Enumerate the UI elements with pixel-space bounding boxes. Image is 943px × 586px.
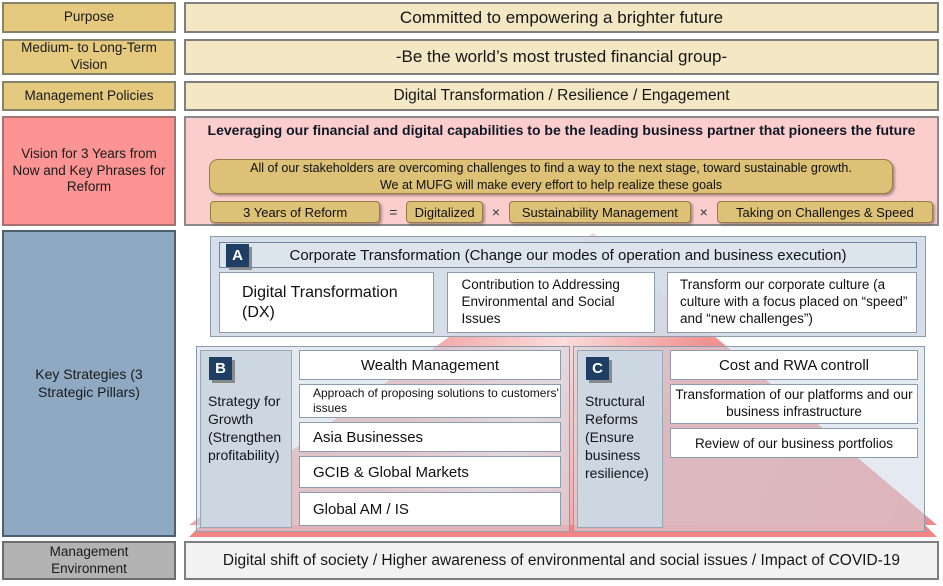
- formula-3-years-of-reform: 3 Years of Reform: [210, 201, 381, 223]
- section-c-boxes: Cost and RWA controll Transformation of …: [670, 350, 918, 458]
- label-management-policies: Management Policies: [2, 81, 176, 111]
- vision-panel: Leveraging our financial and digital cap…: [184, 116, 939, 226]
- times-sign: ×: [491, 204, 501, 220]
- box-proposing-solutions: Approach of proposing solutions to custo…: [299, 384, 561, 418]
- box-gcib-global-markets: GCIB & Global Markets: [299, 456, 561, 488]
- label-key-strategies: Key Strategies (3 Strategic Pillars): [2, 230, 176, 537]
- equals-sign: =: [389, 204, 398, 220]
- label-vision-3-years: Vision for 3 Years from Now and Key Phra…: [2, 116, 176, 226]
- box-global-am-is: Global AM / IS: [299, 492, 561, 526]
- key-strategies-panel: A Corporate Transformation (Change our m…: [184, 230, 941, 537]
- section-b-strategy-for-growth: B Strategy for Growth (Strengthen profit…: [196, 346, 570, 532]
- badge-c: C: [586, 357, 609, 380]
- formula-digitalized: Digitalized: [406, 201, 483, 223]
- times-sign: ×: [699, 204, 708, 220]
- content-management-environment: Digital shift of society / Higher awaren…: [184, 541, 939, 580]
- section-a-header: A Corporate Transformation (Change our m…: [219, 242, 917, 268]
- section-b-side-panel: B Strategy for Growth (Strengthen profit…: [200, 350, 292, 528]
- box-platform-transformation: Transformation of our platforms and our …: [670, 384, 918, 424]
- content-purpose: Committed to empowering a brighter futur…: [184, 2, 939, 33]
- stakeholders-line2: We at MUFG will make every effort to hel…: [379, 177, 723, 192]
- label-medium-long-term-vision: Medium- to Long-Term Vision: [2, 39, 176, 75]
- badge-b: B: [209, 357, 232, 380]
- section-a-boxes: Digital Transformation (DX) Contribution…: [219, 272, 917, 333]
- stakeholders-line1: All of our stakeholders are overcoming c…: [250, 161, 852, 176]
- stakeholders-note: All of our stakeholders are overcoming c…: [209, 159, 893, 194]
- section-b-boxes: Wealth Management Approach of proposing …: [299, 350, 561, 526]
- box-review-business-portfolios: Review of our business portfolios: [670, 428, 918, 458]
- section-c-side-panel: C Structural Reforms (Ensure business re…: [577, 350, 663, 528]
- vision-headline: Leveraging our financial and digital cap…: [207, 122, 916, 138]
- content-medium-long-term-vision: -Be the world’s most trusted financial g…: [184, 39, 939, 75]
- section-a-title: Corporate Transformation (Change our mod…: [289, 246, 847, 264]
- label-management-environment: Management Environment: [2, 541, 176, 580]
- content-management-policies: Digital Transformation / Resilience / En…: [184, 81, 939, 111]
- badge-a: A: [226, 244, 249, 267]
- box-transform-corporate-culture: Transform our corporate culture (a cultu…: [667, 272, 917, 333]
- reform-formula: 3 Years of Reform = Digitalized × Sustai…: [210, 201, 934, 223]
- formula-challenges-speed: Taking on Challenges & Speed: [716, 201, 934, 223]
- section-b-title: Strategy for Growth (Strengthen profitab…: [208, 393, 282, 463]
- formula-sustainability-management: Sustainability Management: [508, 201, 691, 223]
- box-environmental-social-issues: Contribution to Addressing Environmental…: [446, 272, 655, 333]
- section-a-corporate-transformation: A Corporate Transformation (Change our m…: [210, 236, 926, 337]
- section-c-structural-reforms: C Structural Reforms (Ensure business re…: [573, 346, 925, 532]
- box-wealth-management: Wealth Management: [299, 350, 561, 380]
- box-cost-rwa-control: Cost and RWA controll: [670, 350, 918, 380]
- box-asia-businesses: Asia Businesses: [299, 422, 561, 452]
- label-purpose: Purpose: [2, 2, 176, 33]
- box-digital-transformation-dx: Digital Transformation (DX): [219, 272, 434, 333]
- section-c-title: Structural Reforms (Ensure business resi…: [585, 393, 649, 481]
